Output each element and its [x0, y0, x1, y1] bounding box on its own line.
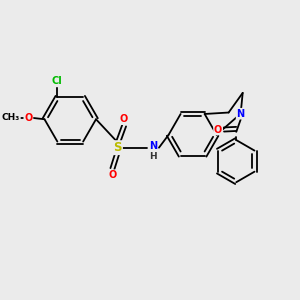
Text: N: N: [149, 141, 157, 151]
Text: N: N: [237, 109, 245, 119]
Text: O: O: [24, 113, 32, 123]
Text: S: S: [113, 141, 122, 154]
Text: H: H: [149, 152, 157, 161]
Text: O: O: [120, 114, 128, 124]
Text: O: O: [214, 124, 222, 134]
Text: O: O: [108, 170, 116, 180]
Text: CH₃: CH₃: [2, 113, 20, 122]
Text: Cl: Cl: [52, 76, 63, 86]
